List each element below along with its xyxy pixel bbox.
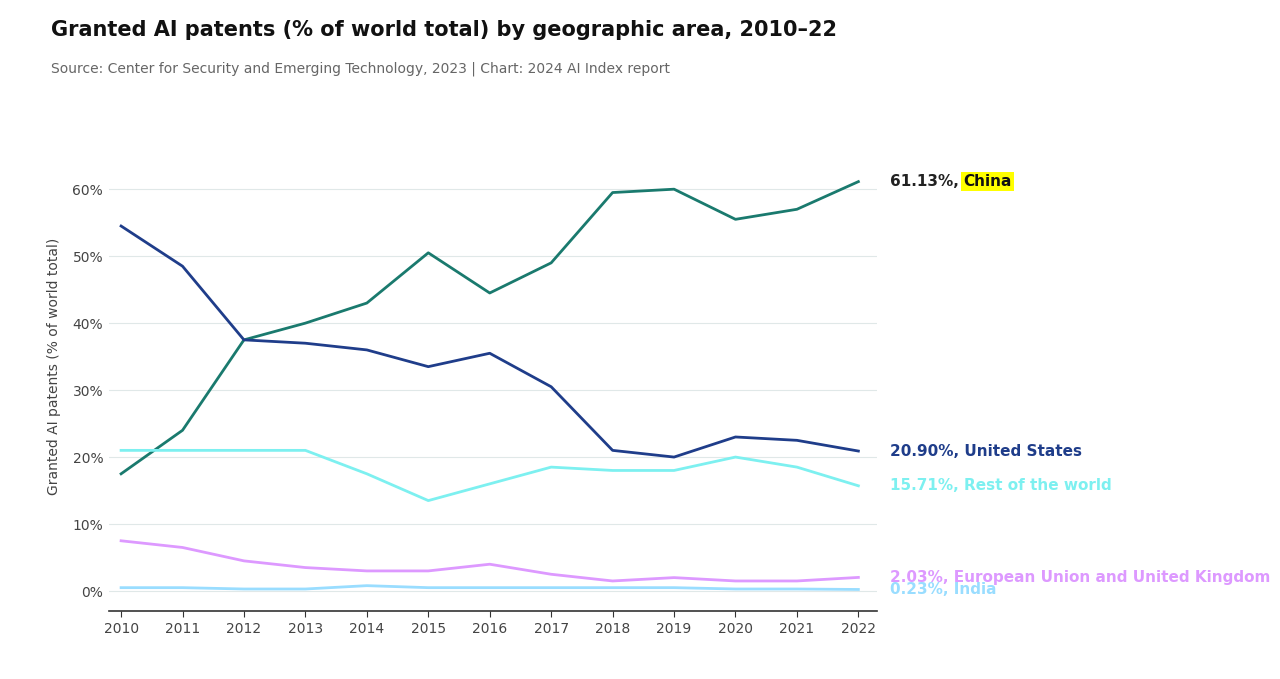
Text: 61.13%,: 61.13%,	[890, 174, 964, 189]
Text: China: China	[964, 174, 1012, 189]
Text: 15.71%, Rest of the world: 15.71%, Rest of the world	[890, 478, 1111, 494]
Text: Source: Center for Security and Emerging Technology, 2023 | Chart: 2024 AI Index: Source: Center for Security and Emerging…	[51, 61, 671, 75]
Text: 20.90%, United States: 20.90%, United States	[890, 443, 1082, 458]
Y-axis label: Granted AI patents (% of world total): Granted AI patents (% of world total)	[47, 238, 61, 495]
Text: Granted AI patents (% of world total) by geographic area, 2010–22: Granted AI patents (% of world total) by…	[51, 20, 837, 40]
Text: 2.03%, European Union and United Kingdom: 2.03%, European Union and United Kingdom	[890, 570, 1270, 585]
Text: 0.23%, India: 0.23%, India	[890, 582, 996, 597]
